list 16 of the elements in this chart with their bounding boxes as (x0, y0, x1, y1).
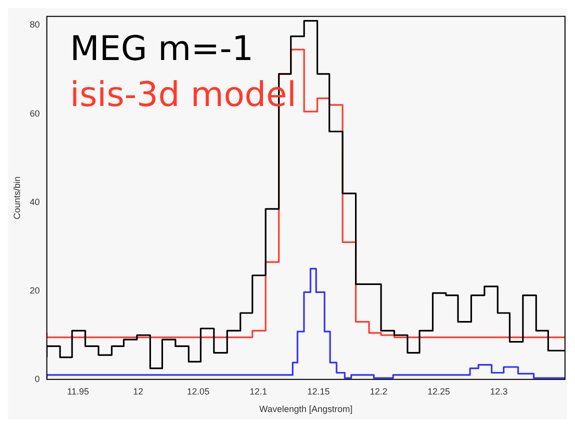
y-tick-label: 40 (30, 196, 40, 207)
x-tick-label: 12 (133, 386, 144, 396)
y-axis-title: Counts/bin (12, 176, 22, 220)
series-label: MEG m=-1 (70, 28, 254, 71)
x-tick-label: 12.05 (187, 386, 210, 396)
x-tick-label: 12.2 (370, 386, 388, 396)
y-tick-label: 80 (30, 20, 40, 30)
y-tick-label: 0 (34, 374, 40, 384)
y-tick-label: 60 (30, 108, 40, 118)
x-tick-label: 12.3 (490, 386, 508, 396)
x-tick-label: 11.95 (67, 386, 89, 396)
y-tick-label: 20 (30, 285, 40, 296)
x-tick-label: 12.25 (427, 386, 450, 396)
x-tick-label: 12.15 (307, 386, 330, 396)
x-tick-label: 12.1 (250, 386, 268, 396)
x-axis-title: Wavelength [Angstrom] (259, 404, 353, 414)
